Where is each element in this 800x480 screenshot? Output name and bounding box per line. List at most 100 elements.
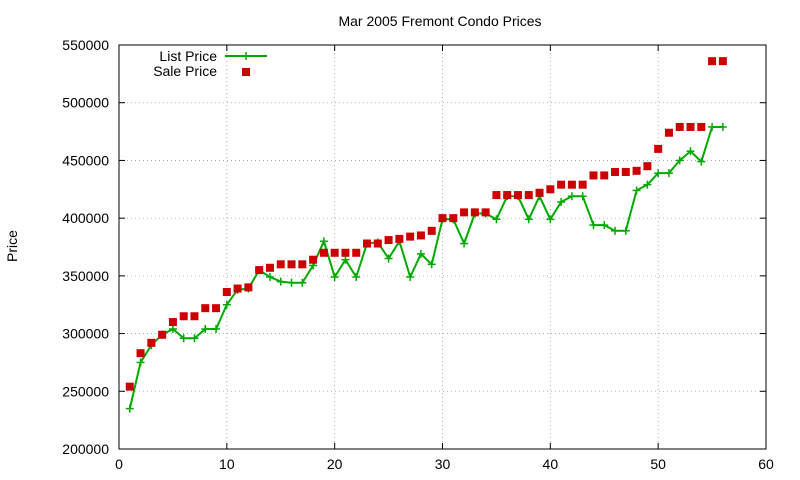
data-point-list-price: [708, 122, 717, 131]
y-axis-label: Price: [4, 230, 20, 262]
data-point-sale-price: [567, 180, 576, 189]
data-point-sale-price: [438, 214, 447, 223]
tick-labels: 200000 250000 300000 350000 400000 450000 5000…: [62, 37, 774, 472]
data-point-sale-price: [611, 167, 620, 176]
data-point-sale-price: [524, 191, 533, 200]
data-point-list-price: [287, 278, 296, 287]
data-point-sale-price: [589, 171, 598, 180]
data-point-list-price: [718, 122, 727, 131]
data-point-sale-price: [492, 191, 501, 200]
data-point-sale-price: [158, 330, 167, 339]
data-point-sale-price: [233, 284, 242, 293]
data-point-sale-price: [168, 318, 177, 327]
data-point-list-price: [179, 334, 188, 343]
tick-label-x: 40: [543, 456, 559, 472]
data-point-sale-price: [632, 166, 641, 175]
data-point-sale-price: [621, 167, 630, 176]
data-point-sale-price: [675, 122, 684, 131]
data-point-list-price: [265, 273, 274, 282]
data-point-sale-price: [212, 304, 221, 313]
tick-label-y: 300000: [62, 326, 109, 342]
tick-label-y: 250000: [62, 383, 109, 399]
data-point-list-price: [492, 215, 501, 224]
data-point-list-price: [330, 273, 339, 282]
data-point-sale-price: [513, 191, 522, 200]
data-point-list-price: [201, 324, 210, 333]
data-point-list-price: [352, 273, 361, 282]
legend-marker-list-price: [242, 52, 250, 60]
data-point-list-price: [212, 324, 221, 333]
data-point-sale-price: [578, 180, 587, 189]
legend-label-list-price: List Price: [159, 48, 217, 64]
data-point-sale-price: [708, 57, 717, 66]
data-point-list-price: [136, 358, 145, 367]
data-point-list-price: [190, 334, 199, 343]
legend-label-sale-price: Sale Price: [153, 63, 217, 79]
data-point-sale-price: [125, 382, 134, 391]
data-point-list-price: [589, 221, 598, 230]
data-point-sale-price: [363, 239, 372, 248]
data-point-sale-price: [643, 162, 652, 171]
data-point-sale-price: [427, 226, 436, 235]
data-point-list-price: [384, 254, 393, 263]
data-point-sale-price: [384, 236, 393, 245]
data-point-list-price: [611, 226, 620, 235]
tick-label-y: 450000: [62, 152, 109, 168]
grid: [119, 45, 766, 449]
data-point-list-price: [578, 192, 587, 201]
tick-label-x: 10: [219, 456, 235, 472]
data-point-sale-price: [535, 188, 544, 197]
data-point-list-price: [643, 180, 652, 189]
data-point-sale-price: [341, 248, 350, 257]
tick-label-y: 500000: [62, 95, 109, 111]
tick-label-x: 0: [115, 456, 123, 472]
legend-marker-sale-price: [242, 68, 250, 76]
data-point-sale-price: [190, 312, 199, 321]
data-point-list-price: [632, 186, 641, 195]
data-point-sale-price: [287, 260, 296, 269]
data-point-sale-price: [147, 338, 156, 347]
data-point-list-price: [654, 169, 663, 178]
data-point-sale-price: [449, 214, 458, 223]
data-point-list-price: [222, 300, 231, 309]
data-point-sale-price: [664, 128, 673, 137]
tick-label-y: 350000: [62, 268, 109, 284]
chart-title: Mar 2005 Fremont Condo Prices: [338, 13, 541, 29]
series-layer: [125, 57, 727, 413]
data-point-list-price: [460, 239, 469, 248]
data-point-sale-price: [416, 231, 425, 240]
data-point-list-price: [557, 197, 566, 206]
tick-label-y: 400000: [62, 210, 109, 226]
data-point-sale-price: [309, 255, 318, 264]
tick-label-x: 50: [650, 456, 666, 472]
data-point-sale-price: [697, 122, 706, 131]
data-point-sale-price: [330, 248, 339, 257]
data-point-list-price: [600, 221, 609, 230]
data-point-sale-price: [373, 239, 382, 248]
legend-symbol-sale-price: [242, 68, 250, 76]
data-point-list-price: [406, 273, 415, 282]
data-point-list-price: [298, 278, 307, 287]
data-point-sale-price: [395, 234, 404, 243]
data-point-list-price: [341, 255, 350, 264]
data-point-list-price: [416, 249, 425, 258]
data-point-sale-price: [557, 180, 566, 189]
data-point-sale-price: [503, 191, 512, 200]
data-point-sale-price: [136, 349, 145, 358]
data-point-sale-price: [460, 208, 469, 217]
tick-label-y: 200000: [62, 441, 109, 457]
tick-label-y: 550000: [62, 37, 109, 53]
data-point-list-price: [524, 215, 533, 224]
data-point-sale-price: [470, 208, 479, 217]
legend-symbol-list-price: [225, 52, 267, 60]
data-point-sale-price: [222, 288, 231, 297]
data-point-list-price: [546, 215, 555, 224]
data-point-list-price: [168, 324, 177, 333]
tick-label-x: 30: [435, 456, 451, 472]
data-point-sale-price: [718, 57, 727, 66]
data-point-sale-price: [276, 260, 285, 269]
data-point-sale-price: [686, 122, 695, 131]
data-point-sale-price: [406, 232, 415, 241]
data-point-sale-price: [352, 248, 361, 257]
